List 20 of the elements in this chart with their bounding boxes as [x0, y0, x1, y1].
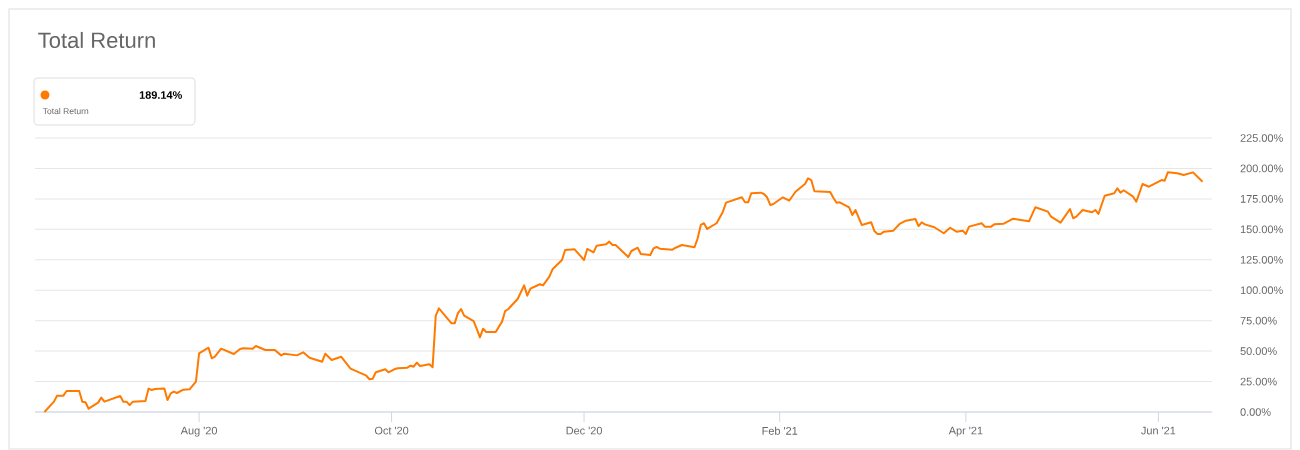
x-tick-label: Aug '20 — [180, 426, 218, 437]
y-tick-label: 200.00% — [1240, 164, 1283, 173]
y-tick-label: 50.00% — [1240, 347, 1277, 355]
chart-title: Total Return — [38, 31, 155, 49]
text: Total Return — [42, 107, 89, 115]
x-tick-label: Apr '21 — [948, 426, 983, 437]
y-tick-label: 225.00% — [1240, 134, 1283, 142]
y-tick-label: 25.00% — [1240, 377, 1277, 386]
x-tick-label: Oct '20 — [374, 426, 409, 435]
text: 189.14% — [139, 91, 182, 99]
line-series — [43, 171, 1204, 413]
y-tick-label: 150.00% — [1240, 225, 1283, 234]
y-tick-label: 100.00% — [1240, 286, 1283, 295]
y-tick-label: 175.00% — [1240, 195, 1283, 203]
y-tick-label: 0.00% — [1240, 408, 1271, 416]
y-tick-label: 75.00% — [1240, 316, 1277, 325]
x-tick-label: Feb '21 — [762, 426, 798, 435]
x-tick-label: Jun '21 — [1141, 426, 1176, 435]
y-tick-label: 125.00% — [1240, 255, 1283, 264]
x-tick-label: Dec '20 — [566, 426, 602, 435]
